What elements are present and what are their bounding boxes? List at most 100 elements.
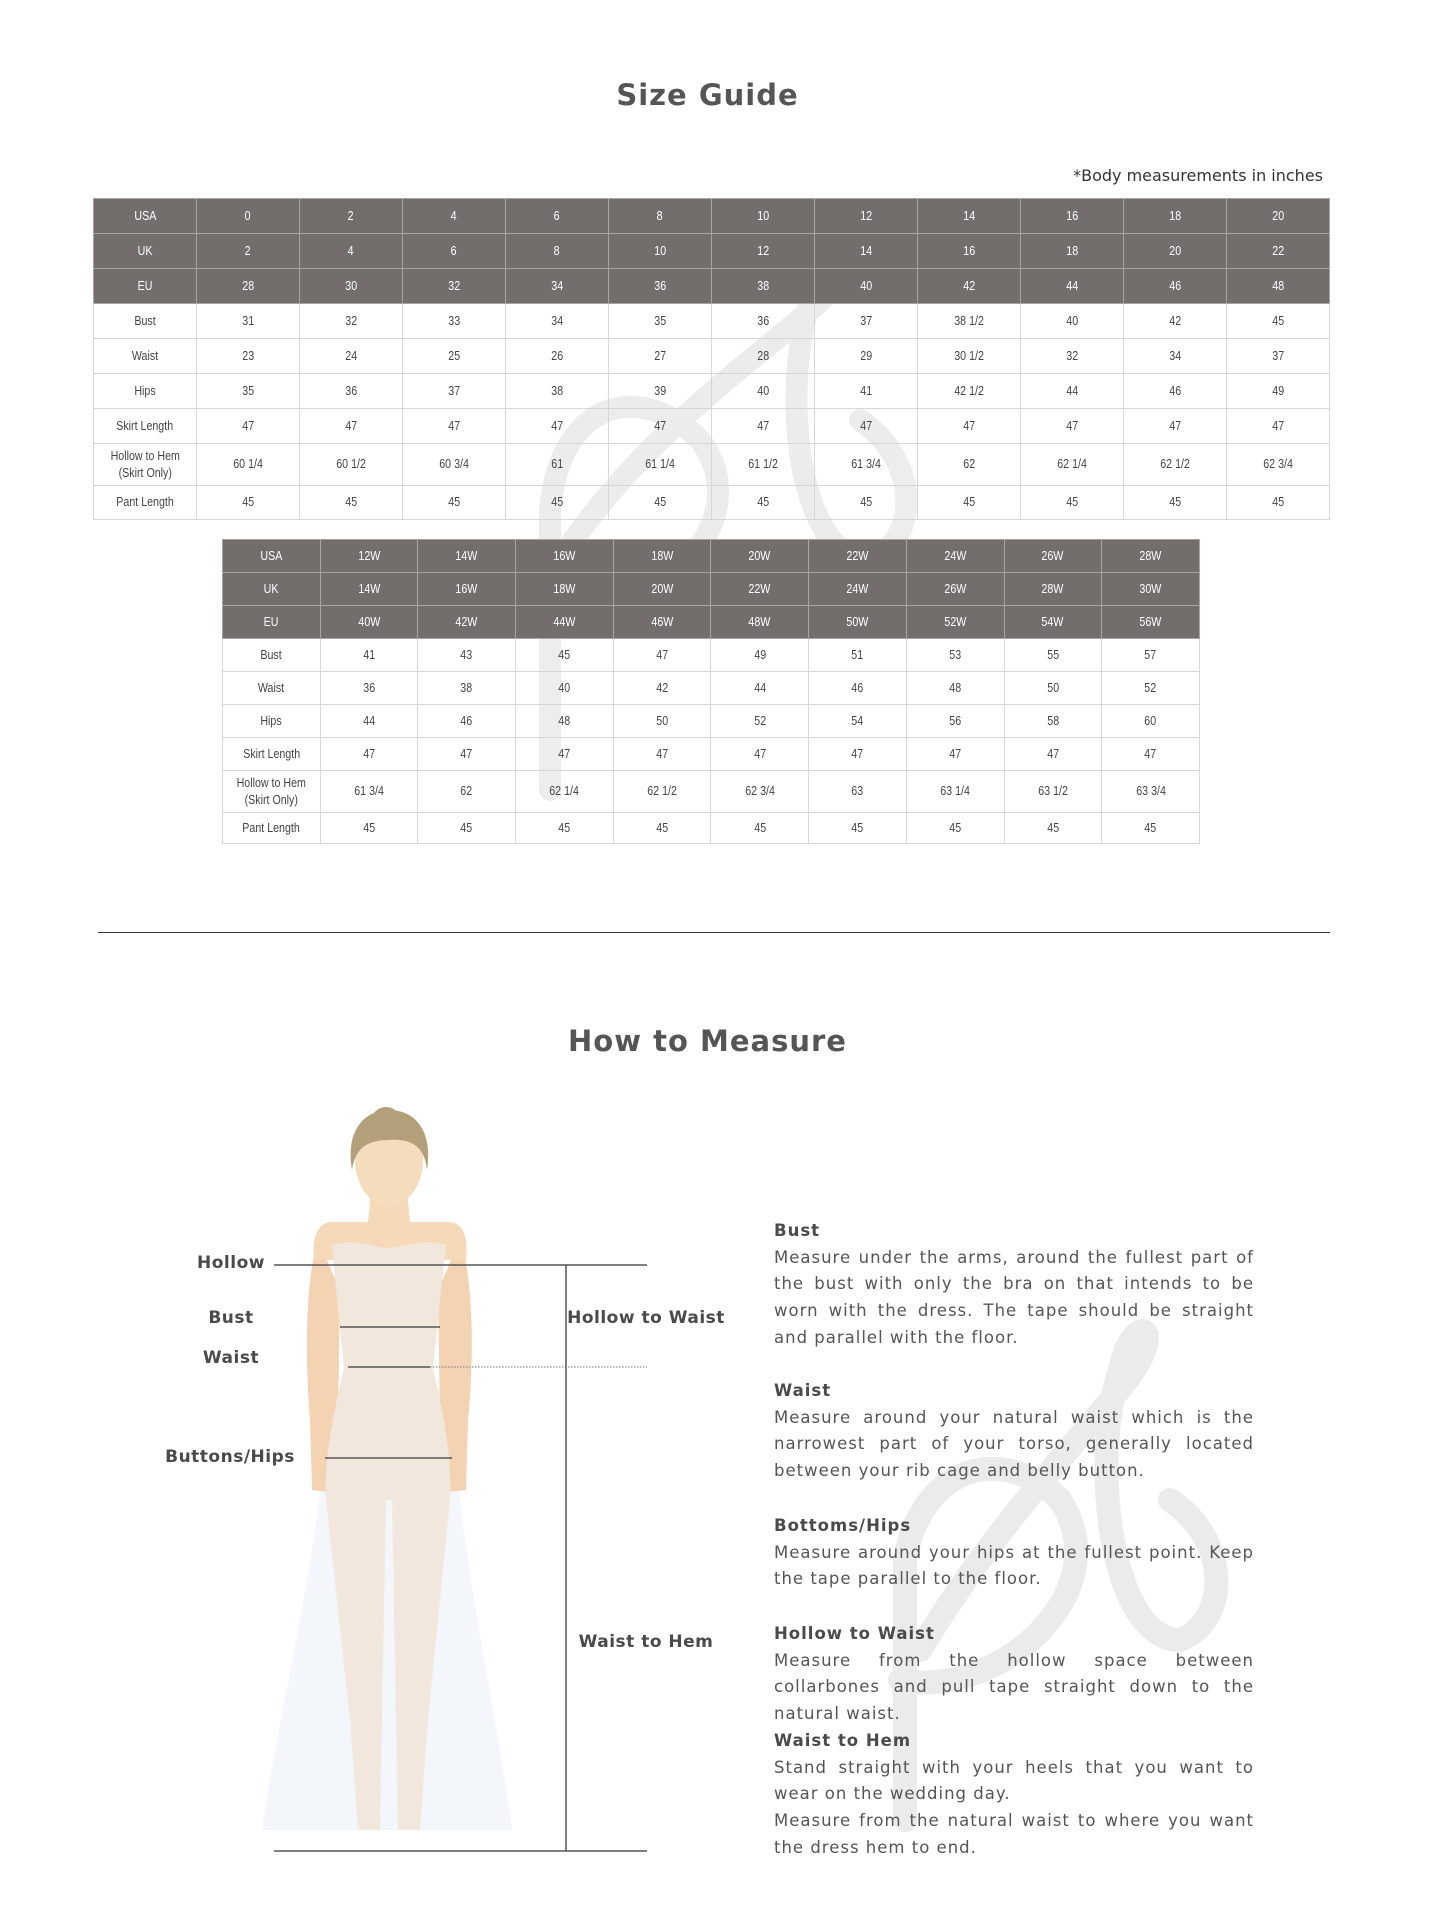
table-row: Pant Length 45 45 45 45 45 45 45 45 45 45 45 bbox=[93, 485, 1330, 520]
row-label-text: USA bbox=[134, 207, 156, 223]
table-cell: 60 1/4 bbox=[196, 443, 300, 486]
row-label-text: Bust bbox=[260, 646, 283, 662]
table-cell: 28W bbox=[1101, 539, 1200, 573]
figure-label-waist: Waist bbox=[202, 1348, 260, 1368]
cell-value: 63 bbox=[851, 783, 864, 799]
cell-value: 47 bbox=[656, 745, 669, 761]
cell-value: 44 bbox=[753, 679, 766, 695]
table-cell: 47 bbox=[1020, 408, 1124, 444]
cell-value: 44W bbox=[553, 613, 576, 629]
cell-value: 45 bbox=[558, 819, 571, 835]
cell-value: 45 bbox=[963, 494, 975, 510]
cell-value: 45 bbox=[363, 819, 375, 835]
cell-value: 47 bbox=[345, 417, 357, 433]
table-row: Bust 41 43 45 47 49 51 53 55 57 bbox=[222, 638, 1200, 672]
cell-value: 50 bbox=[656, 712, 669, 728]
table-cell: 45 bbox=[814, 485, 918, 520]
row-label-text: Hollow to Hem (Skirt Only) bbox=[110, 448, 180, 480]
table-row: Hollow to Hem (Skirt Only) 61 3/4 62 62 1/4… bbox=[222, 770, 1200, 813]
table-cell: 46W bbox=[612, 605, 712, 639]
table-cell: 62 bbox=[917, 443, 1021, 486]
cell-value: 46 bbox=[1169, 277, 1181, 293]
table-cell: 45 bbox=[196, 485, 300, 520]
cell-value: 45 bbox=[551, 494, 563, 510]
cell-value: 28W bbox=[1041, 580, 1064, 596]
figure-label-hollow: Hollow bbox=[197, 1253, 265, 1273]
cell-value: 62 1/2 bbox=[647, 783, 677, 799]
table-cell: 26 bbox=[505, 338, 609, 374]
row-label: UK bbox=[93, 233, 197, 269]
cell-value: 58 bbox=[1046, 712, 1059, 728]
cell-value: 18W bbox=[651, 547, 674, 563]
cell-value: 47 bbox=[1066, 417, 1078, 433]
cell-value: 47 bbox=[1272, 417, 1284, 433]
cell-value: 45 bbox=[753, 819, 766, 835]
cell-value: 18 bbox=[1169, 207, 1181, 223]
row-label-text: UK bbox=[263, 580, 279, 596]
table-cell: 45 bbox=[1101, 812, 1200, 844]
cell-value: 62 bbox=[460, 783, 473, 799]
watermark2-p-stroke bbox=[888, 1456, 1088, 1832]
cell-value: 47 bbox=[558, 745, 571, 761]
table-cell: 45 bbox=[710, 812, 810, 844]
cell-value: 6 bbox=[554, 207, 560, 223]
instruction-section: Bust Measure under the arms, around the f… bbox=[774, 1218, 1254, 1352]
cell-value: 42 1/2 bbox=[954, 382, 984, 398]
row-label-text: Bust bbox=[134, 312, 156, 328]
cell-value: 29 bbox=[860, 347, 872, 363]
cell-value: 45 bbox=[757, 494, 769, 510]
instruction-text: Measure from the hollow space between co… bbox=[774, 1650, 1254, 1724]
cell-value: 45 bbox=[851, 819, 864, 835]
table-row: Hips 35 36 37 38 39 40 41 42 1/2 44 46 49 bbox=[93, 373, 1330, 409]
cell-value: 61 bbox=[551, 456, 563, 472]
cell-value: 2 bbox=[348, 207, 354, 223]
cell-value: 51 bbox=[851, 646, 864, 662]
row-label: Bust bbox=[222, 638, 321, 672]
row-label: Hollow to Hem (Skirt Only) bbox=[93, 443, 197, 486]
row-label: Waist bbox=[93, 338, 197, 374]
table-cell: 45 bbox=[905, 812, 1005, 844]
table-cell: 45 bbox=[612, 812, 712, 844]
cell-value: 30 bbox=[345, 277, 357, 293]
body-garment bbox=[325, 1242, 451, 1830]
cell-value: 6 bbox=[451, 242, 457, 258]
table-cell: 22W bbox=[710, 572, 810, 606]
table-cell: 62 1/4 bbox=[515, 770, 614, 813]
table-cell: 45 bbox=[1123, 485, 1227, 520]
figure-label-bust: Bust bbox=[208, 1308, 254, 1328]
cell-value: 18W bbox=[553, 580, 576, 596]
page-title: Size Guide bbox=[616, 78, 799, 112]
cell-value: 44 bbox=[1066, 382, 1078, 398]
table-cell: 45 bbox=[299, 485, 403, 520]
cell-value: 20 bbox=[1169, 242, 1181, 258]
table-cell: 47 bbox=[608, 408, 712, 444]
table-cell: 47 bbox=[1226, 408, 1330, 444]
row-label: Skirt Length bbox=[93, 408, 197, 444]
table-cell: 45 bbox=[608, 485, 712, 520]
cell-value: 28 bbox=[757, 347, 769, 363]
table-cell: 14 bbox=[917, 198, 1021, 234]
cell-value: 0 bbox=[245, 207, 251, 223]
cell-value: 63 3/4 bbox=[1135, 783, 1166, 799]
row-label: Hollow to Hem (Skirt Only) bbox=[222, 770, 321, 813]
cell-value: 47 bbox=[656, 646, 669, 662]
cell-value: 12W bbox=[358, 547, 380, 563]
cell-value: 16 bbox=[963, 242, 975, 258]
cell-value: 47 bbox=[860, 417, 872, 433]
cell-value: 62 1/4 bbox=[549, 783, 580, 799]
table-cell: 25 bbox=[402, 338, 506, 374]
cell-value: 38 bbox=[757, 277, 769, 293]
row-label: Bust bbox=[93, 303, 197, 339]
cell-value: 14 bbox=[963, 207, 975, 223]
cell-value: 47 bbox=[654, 417, 666, 433]
row-label: Skirt Length bbox=[222, 737, 321, 771]
cell-value: 47 bbox=[753, 745, 766, 761]
table-cell: 26W bbox=[905, 572, 1005, 606]
row-label-text: Pant Length bbox=[116, 494, 174, 510]
cell-value: 42 bbox=[1169, 312, 1181, 328]
cell-value: 43 bbox=[460, 646, 473, 662]
right-arm bbox=[438, 1240, 472, 1492]
table-cell: 36 bbox=[608, 268, 712, 304]
table-cell: 48W bbox=[710, 605, 810, 639]
instruction-heading: Waist bbox=[774, 1381, 832, 1400]
